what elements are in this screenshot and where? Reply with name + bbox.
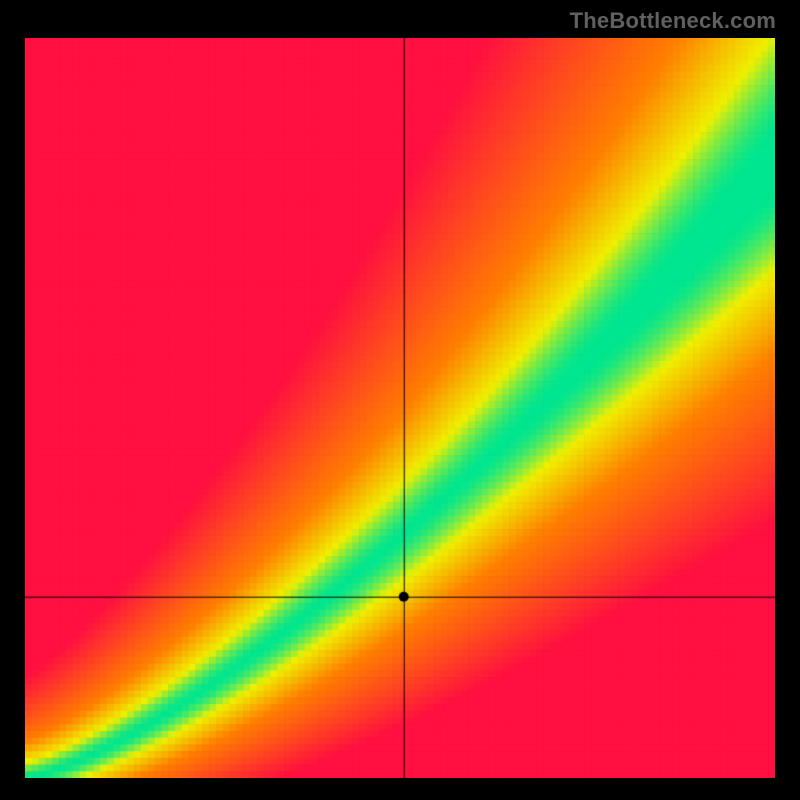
watermark-text: TheBottleneck.com	[570, 8, 776, 34]
heatmap-canvas	[25, 38, 775, 778]
chart-container: TheBottleneck.com	[0, 0, 800, 800]
heatmap-plot	[25, 38, 775, 778]
